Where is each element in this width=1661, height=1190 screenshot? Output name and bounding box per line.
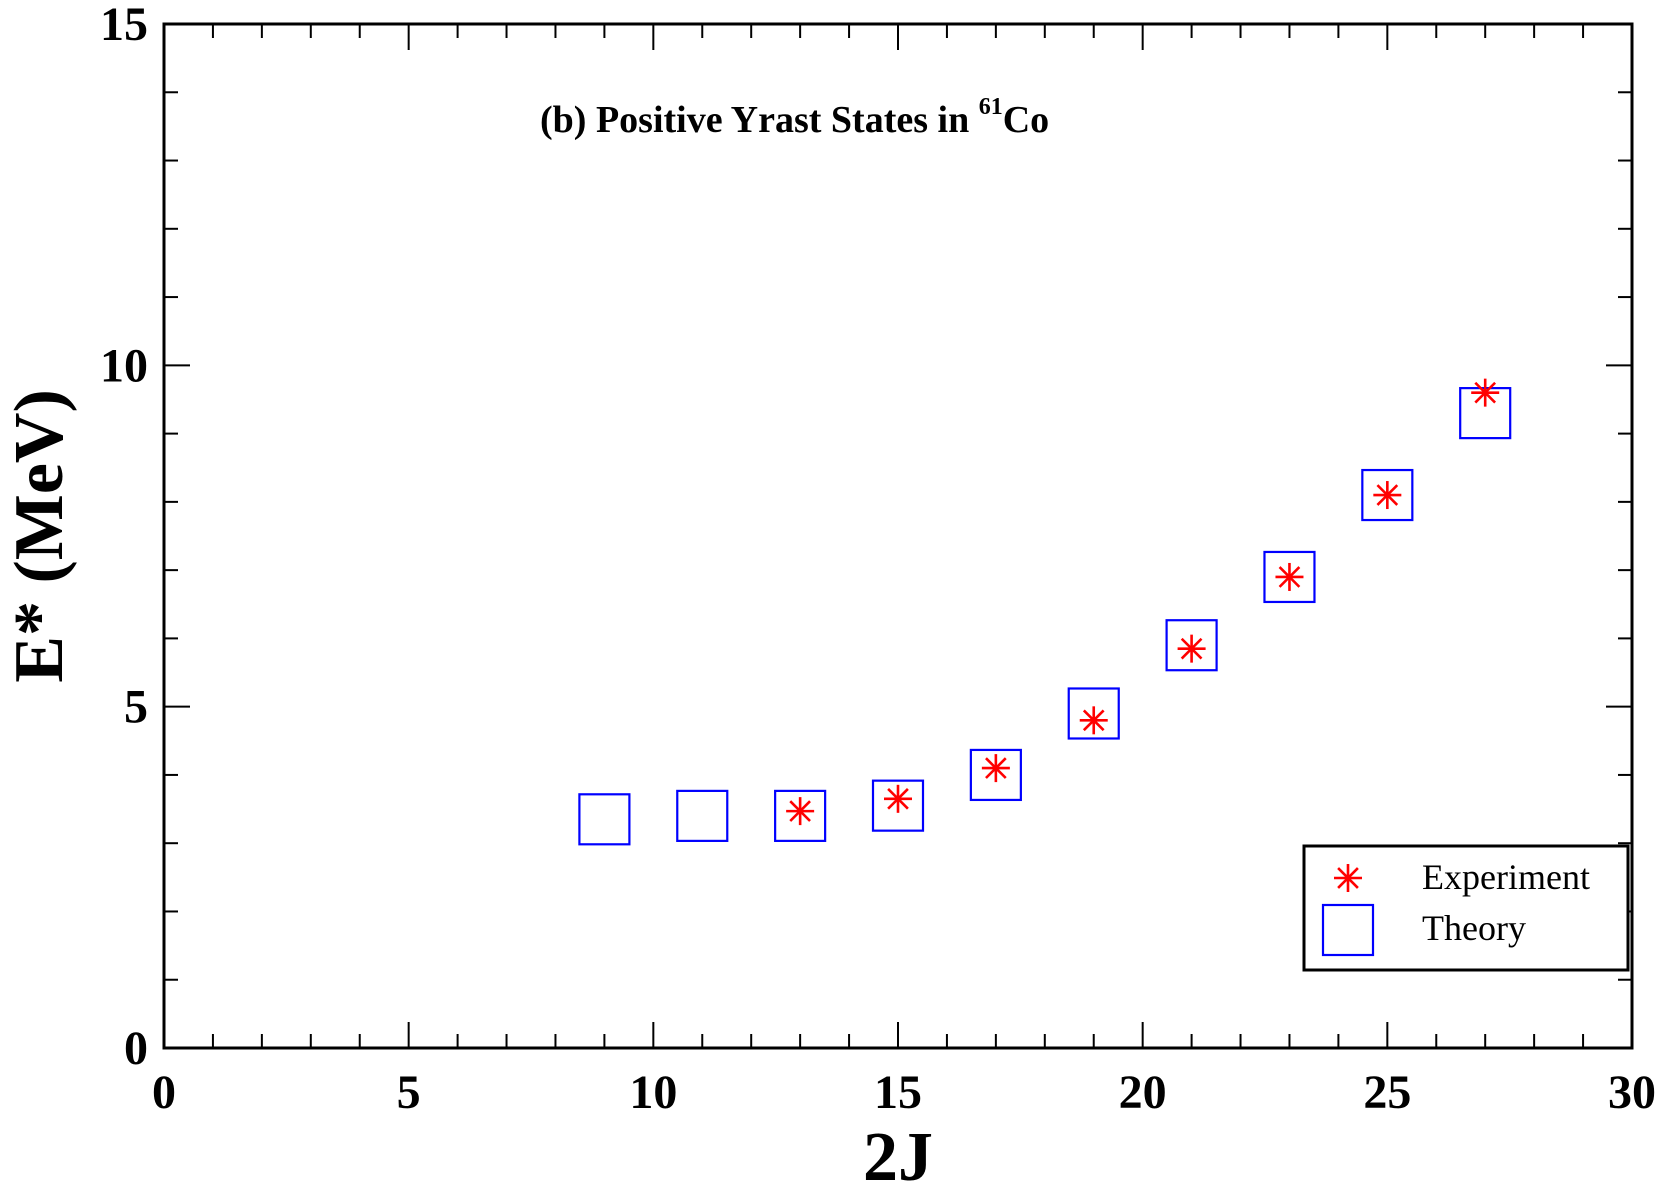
chart-title: (b) Positive Yrast States in 61Co <box>540 94 1049 141</box>
x-tick-label: 10 <box>629 1066 677 1119</box>
series-experiment <box>786 378 1500 826</box>
x-axis-title: 2J <box>863 1119 933 1190</box>
y-tick-label: 5 <box>124 681 148 734</box>
legend-theory-marker <box>1321 903 1375 957</box>
theory-point <box>1165 619 1218 672</box>
x-tick-label: 25 <box>1363 1066 1411 1119</box>
x-tick-label: 20 <box>1119 1066 1167 1119</box>
y-tick-label: 10 <box>100 339 148 392</box>
legend-square <box>1321 903 1375 957</box>
legend-experiment-marker <box>1334 864 1362 892</box>
x-tick-label: 15 <box>874 1066 922 1119</box>
theory-point <box>1361 468 1414 522</box>
x-tick-label: 30 <box>1608 1066 1656 1119</box>
experiment-point <box>981 754 1010 783</box>
experiment-point <box>1177 634 1206 663</box>
axis-ticks <box>163 23 1633 1049</box>
theory-point <box>969 748 1022 802</box>
experiment-point <box>884 784 912 813</box>
series-layer <box>578 378 1512 846</box>
experiment-point <box>1079 706 1108 735</box>
y-axis-title: E* (MeV) <box>1 389 78 683</box>
theory-point <box>1263 550 1316 604</box>
legend-experiment-label: Experiment <box>1422 857 1590 897</box>
theory-point <box>676 789 729 842</box>
chart-title-prefix: (b) Positive Yrast States in <box>540 99 979 141</box>
axis-tick-labels: 0 5 10 15 20 25 30 0 5 10 15 <box>100 0 1656 1119</box>
experiment-point <box>1471 378 1500 407</box>
legend-asterisk <box>1334 864 1362 892</box>
theory-point <box>1067 687 1120 740</box>
legend-box <box>1302 844 1630 972</box>
series-theory <box>578 387 1512 846</box>
theory-point <box>578 793 631 846</box>
y-tick-label: 0 <box>124 1022 148 1075</box>
chart-title-superscript: 61 <box>979 94 1003 120</box>
experiment-point <box>1275 562 1304 591</box>
legend: Experiment Theory <box>1302 844 1630 972</box>
theory-point <box>871 779 925 832</box>
x-tick-label: 0 <box>152 1066 176 1119</box>
x-tick-label: 5 <box>397 1066 421 1119</box>
y-tick-label: 15 <box>100 0 148 51</box>
theory-point <box>774 789 827 842</box>
legend-theory-label: Theory <box>1422 908 1526 948</box>
chart-title-element: Co <box>1003 99 1049 141</box>
experiment-point <box>786 797 815 826</box>
experiment-point <box>1373 481 1402 510</box>
